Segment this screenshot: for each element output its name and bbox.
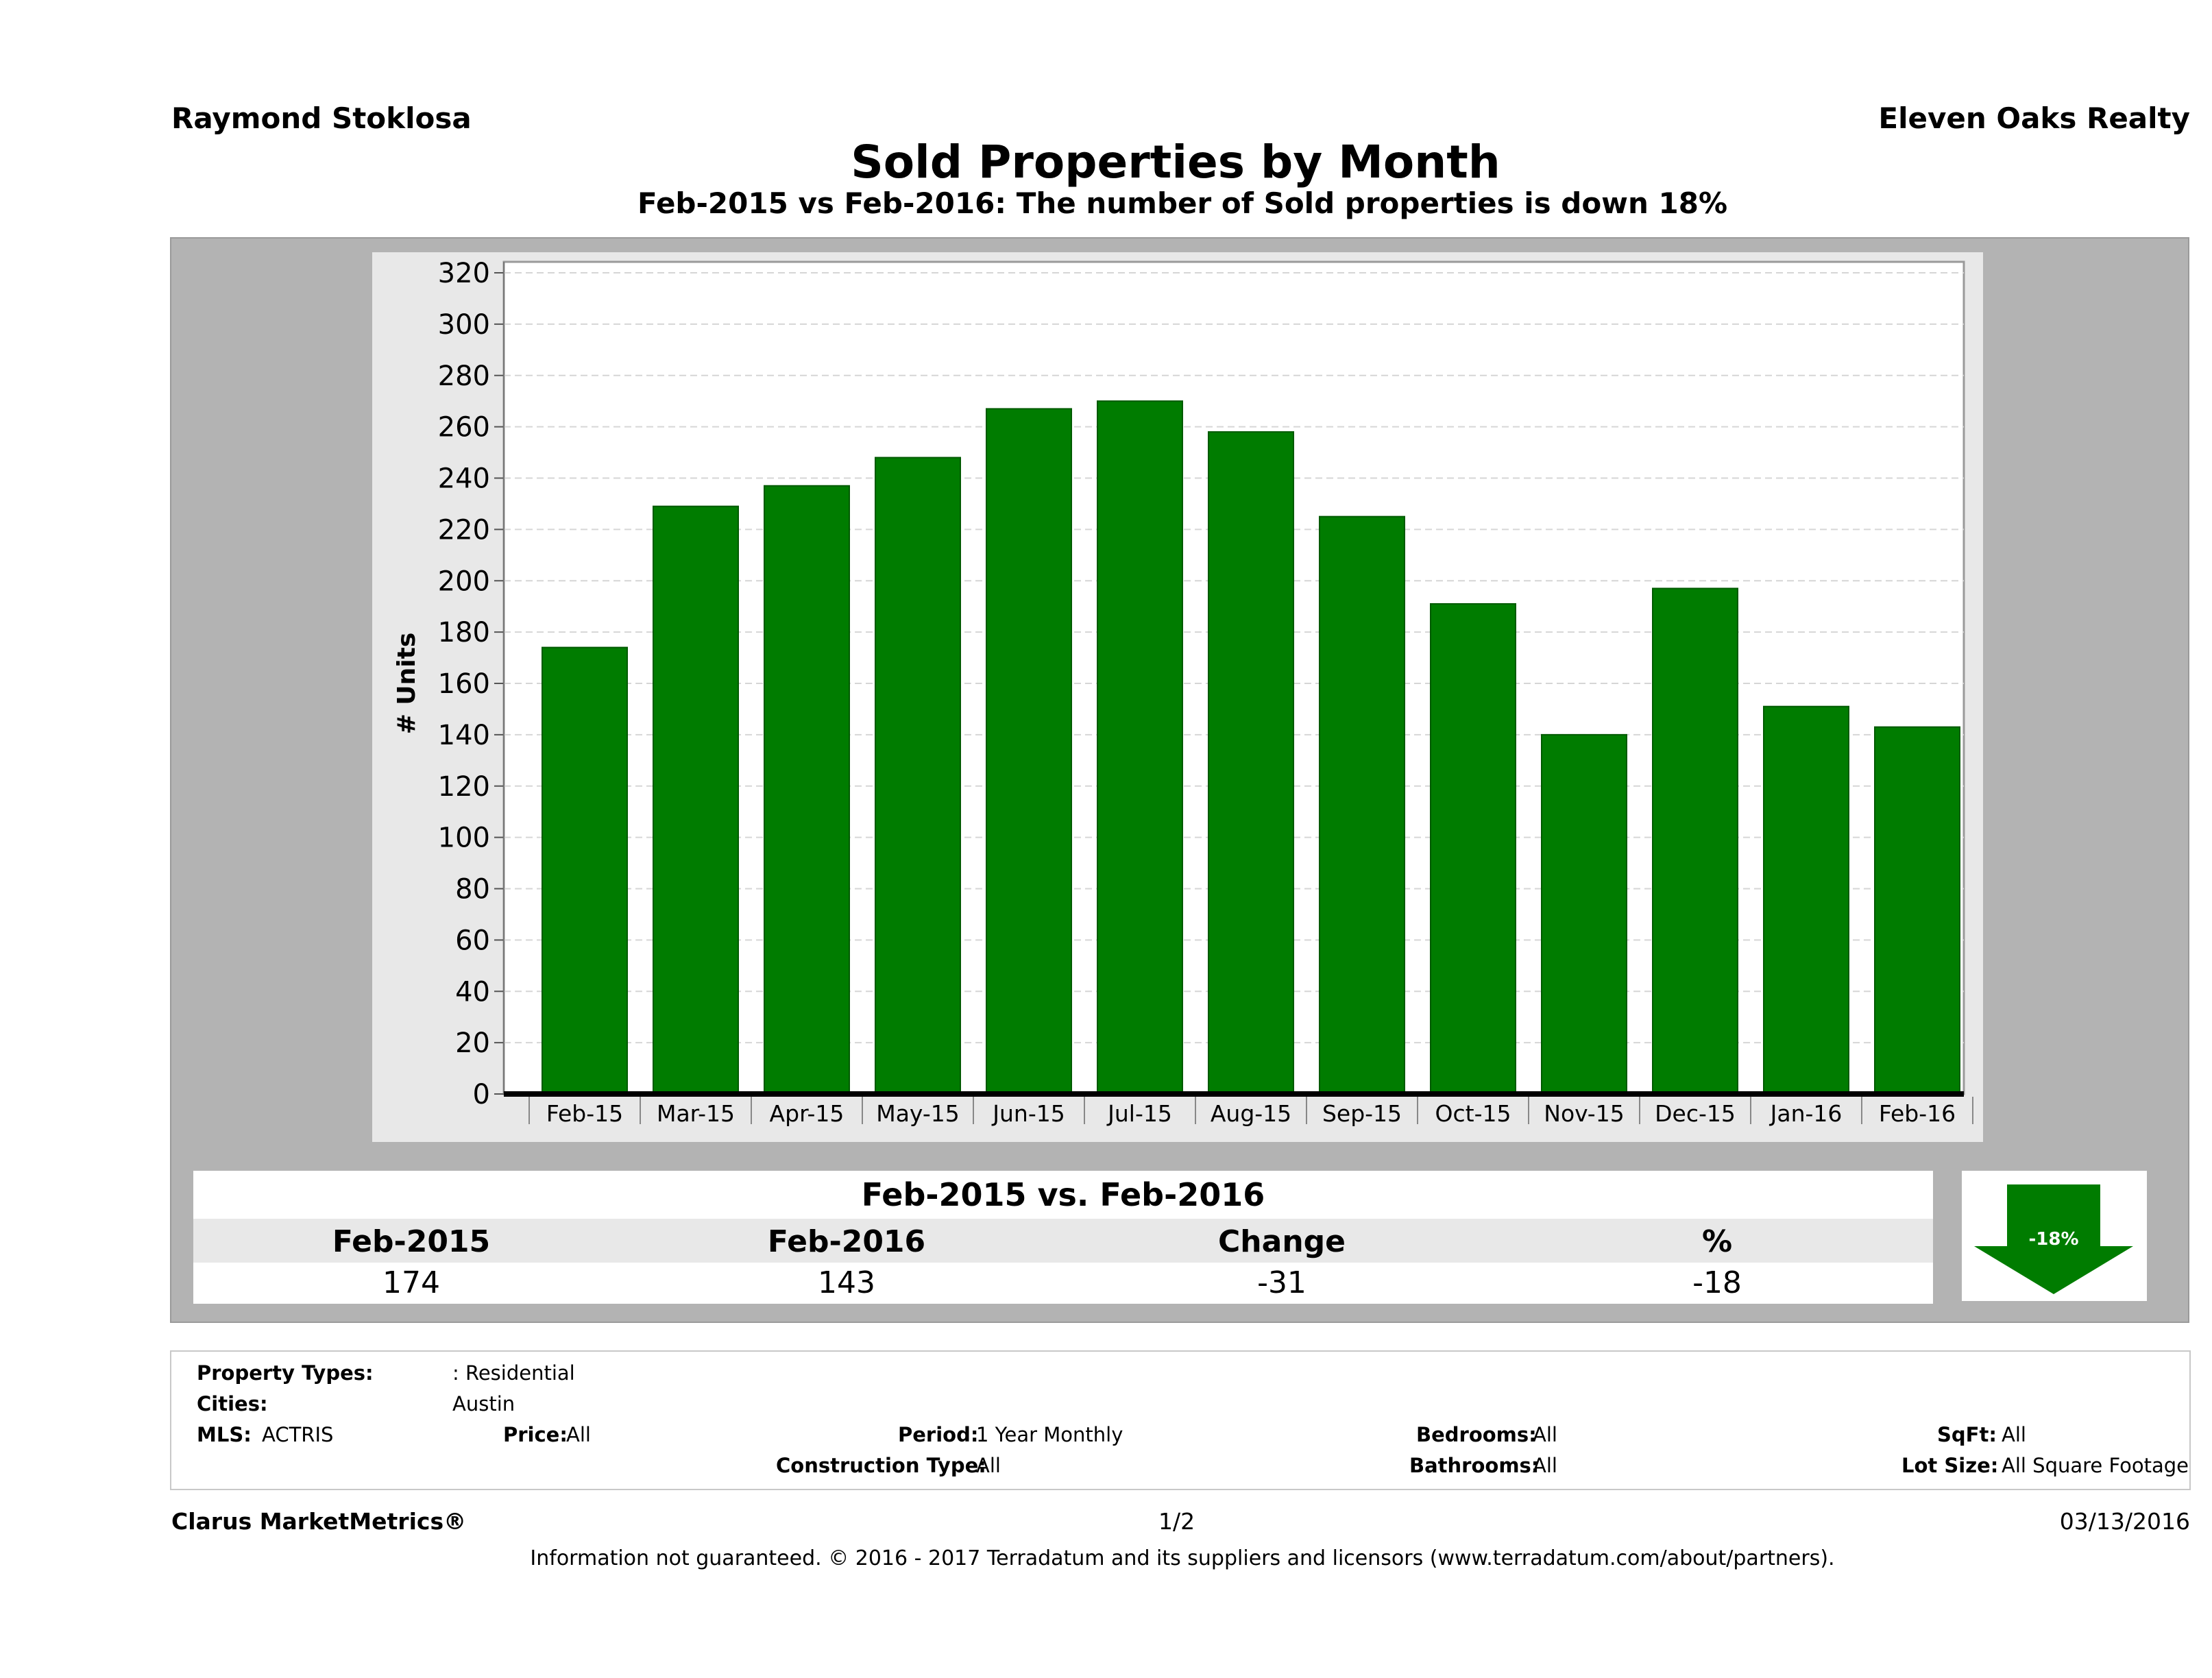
summary-label-row xyxy=(193,1219,1933,1263)
y-axis-label: # Units xyxy=(393,633,421,735)
cities-value: Austin xyxy=(452,1392,515,1415)
summary-value-percent: -18 xyxy=(1692,1265,1742,1300)
bar xyxy=(875,457,961,1095)
bedrooms-label: Bedrooms: xyxy=(1416,1423,1537,1446)
company-name: Eleven Oaks Realty xyxy=(1878,101,2190,135)
property-types-label: Property Types: xyxy=(197,1361,374,1385)
y-tick-label: 0 xyxy=(473,1079,490,1110)
x-tick-label: Mar-15 xyxy=(657,1100,735,1127)
x-tick-label: Sep-15 xyxy=(1322,1100,1402,1127)
y-tick-label: 220 xyxy=(438,514,490,546)
x-tick-label: Aug-15 xyxy=(1211,1100,1291,1127)
disclaimer: Information not guaranteed. © 2016 - 201… xyxy=(530,1546,1835,1570)
x-tick-label: Feb-16 xyxy=(1879,1100,1956,1127)
x-tick-label: Nov-15 xyxy=(1544,1100,1624,1127)
cities-label: Cities: xyxy=(197,1392,268,1415)
bar xyxy=(1097,400,1183,1095)
lot-size-label: Lot Size: xyxy=(1901,1454,1999,1477)
bar xyxy=(1319,515,1405,1095)
y-tick-label: 200 xyxy=(438,566,490,597)
y-tick-label: 260 xyxy=(438,412,490,443)
bar xyxy=(986,408,1072,1095)
period-value: 1 Year Monthly xyxy=(976,1423,1123,1446)
price-value: All xyxy=(566,1423,591,1446)
report-subtitle: Feb-2015 vs Feb-2016: The number of Sold… xyxy=(637,186,1728,220)
y-tick-label: 100 xyxy=(438,823,490,854)
summary-label-change: Change xyxy=(1218,1224,1346,1259)
bar xyxy=(1208,431,1294,1095)
bar xyxy=(764,485,850,1095)
x-tick-label: Jan-16 xyxy=(1769,1100,1843,1127)
down-arrow-icon: -18% xyxy=(1974,1184,2133,1294)
summary-title: Feb-2015 vs. Feb-2016 xyxy=(861,1176,1265,1213)
report-date: 03/13/2016 xyxy=(2059,1508,2190,1535)
x-tick-label: Dec-15 xyxy=(1655,1100,1736,1127)
summary-header-row xyxy=(193,1171,1933,1219)
bedrooms-value: All xyxy=(1533,1423,1557,1446)
report-title: Sold Properties by Month xyxy=(851,136,1500,189)
y-tick-label: 280 xyxy=(438,361,490,392)
x-tick-label: Apr-15 xyxy=(770,1100,844,1127)
summary-value-change: -31 xyxy=(1257,1265,1306,1300)
bar xyxy=(1874,726,1960,1095)
sqft-label: SqFt: xyxy=(1937,1423,1997,1446)
y-tick-label: 80 xyxy=(455,874,490,905)
lot-size-value: All Square Footage xyxy=(2002,1454,2189,1477)
bathrooms-value: All xyxy=(1533,1454,1557,1477)
mls-value: ACTRIS xyxy=(262,1423,334,1446)
page-number: 1/2 xyxy=(1158,1508,1195,1535)
y-tick-label: 140 xyxy=(438,720,490,751)
bar xyxy=(1763,705,1849,1095)
summary-label-feb2016: Feb-2016 xyxy=(767,1224,926,1259)
summary-value-row xyxy=(193,1263,1933,1304)
summary-label-percent: % xyxy=(1701,1224,1733,1259)
bar xyxy=(1652,587,1738,1095)
y-tick-label: 320 xyxy=(438,258,490,289)
bathrooms-label: Bathrooms: xyxy=(1409,1454,1540,1477)
summary-value-feb2015: 174 xyxy=(382,1265,440,1300)
y-tick-label: 240 xyxy=(438,463,490,495)
x-tick-label: Oct-15 xyxy=(1435,1100,1511,1127)
y-tick-label: 60 xyxy=(455,925,490,956)
period-label: Period: xyxy=(898,1423,979,1446)
bar xyxy=(1430,603,1516,1095)
y-tick-label: 300 xyxy=(438,309,490,341)
footer-brand: Clarus MarketMetrics® xyxy=(171,1508,467,1535)
y-tick-label: 40 xyxy=(455,976,490,1008)
x-tick-label: May-15 xyxy=(876,1100,960,1127)
y-tick-label: 180 xyxy=(438,617,490,648)
summary-value-feb2016: 143 xyxy=(818,1265,875,1300)
property-types-value: : Residential xyxy=(452,1361,575,1385)
arrow-label: -18% xyxy=(2028,1229,2078,1250)
bar xyxy=(653,505,739,1095)
construction-type-label: Construction Type: xyxy=(776,1454,986,1477)
price-label: Price: xyxy=(503,1423,568,1446)
bar xyxy=(1541,733,1627,1095)
bar-chart: 0 20 40 60 80 100 120 140 160 180 200 220 240 260 280 3… xyxy=(393,258,1973,1127)
sqft-value: All xyxy=(2002,1423,2026,1446)
change-indicator: -18% xyxy=(1962,1171,2147,1301)
mls-label: MLS: xyxy=(197,1423,252,1446)
agent-name: Raymond Stoklosa xyxy=(171,101,472,135)
x-tick-label: Feb-15 xyxy=(546,1100,623,1127)
construction-type-value: All xyxy=(976,1454,1001,1477)
y-tick-label: 120 xyxy=(438,771,490,803)
y-tick-label: 160 xyxy=(438,668,490,700)
x-tick-label: Jul-15 xyxy=(1106,1100,1172,1127)
x-tick-label: Jun-15 xyxy=(991,1100,1065,1127)
criteria-box xyxy=(170,1350,2191,1490)
y-tick-label: 20 xyxy=(455,1028,490,1059)
bar xyxy=(542,646,628,1095)
summary-label-feb2015: Feb-2015 xyxy=(332,1224,491,1259)
